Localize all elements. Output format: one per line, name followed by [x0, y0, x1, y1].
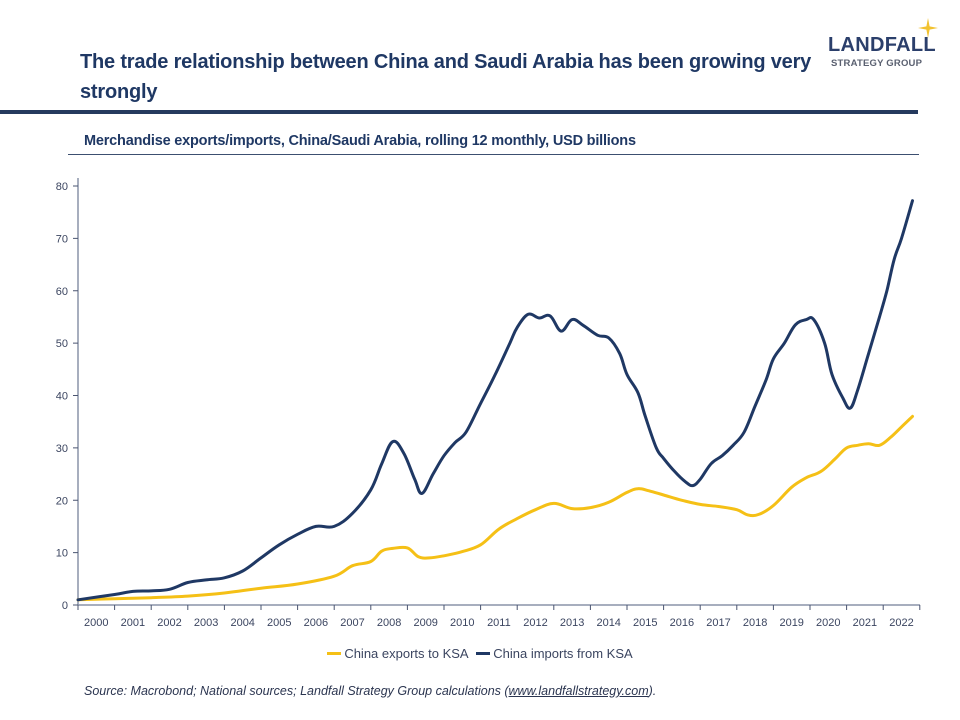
x-tick-label: 2018 [743, 617, 767, 629]
landfall-logo: LANDFALL STRATEGY GROUP [826, 18, 946, 78]
x-tick-label: 2004 [230, 617, 254, 629]
x-tick-label: 2011 [487, 617, 511, 629]
y-tick-label: 0 [62, 600, 68, 612]
exports-line [76, 414, 914, 602]
logo-tagline: STRATEGY GROUP [831, 58, 923, 69]
x-tick-label: 2015 [633, 617, 657, 629]
page-title: The trade relationship between China and… [80, 51, 812, 103]
source-link[interactable]: www.landfallstrategy.com [508, 684, 649, 698]
imports-line [76, 199, 914, 602]
y-tick-label: 70 [56, 233, 68, 245]
logo-name: LANDFALL [828, 34, 936, 56]
x-tick-label: 2000 [84, 617, 108, 629]
source-suffix: ). [648, 684, 657, 698]
x-tick-label: 2010 [450, 617, 474, 629]
x-tick-label: 2013 [560, 617, 584, 629]
series-layer [76, 199, 914, 602]
legend: China exports to KSA China imports from … [0, 646, 960, 661]
x-tick-label: 2016 [670, 617, 694, 629]
y-tick-label: 40 [56, 391, 68, 403]
x-tick-label: 2017 [706, 617, 730, 629]
header-divider [0, 110, 918, 114]
y-tick-label: 10 [56, 548, 68, 560]
legend-swatch-imports [476, 652, 491, 656]
y-tick-label: 30 [56, 443, 68, 455]
legend-swatch-exports [327, 652, 342, 656]
source-text: Source: Macrobond; National sources; Lan… [84, 684, 509, 698]
x-tick-label: 2021 [853, 617, 877, 629]
chart-title: Merchandise exports/imports, China/Saudi… [84, 133, 636, 149]
x-tick-label: 2020 [816, 617, 840, 629]
x-axis: 2000 2001 2002 2003 2004 2005 2006 2007 2008 2009… [77, 604, 921, 629]
x-tick-label: 2007 [340, 617, 364, 629]
legend-item-exports: China exports to KSA [327, 646, 469, 661]
legend-item-imports: China imports from KSA [476, 646, 633, 661]
y-tick-label: 20 [56, 495, 68, 507]
source-note: Source: Macrobond; National sources; Lan… [84, 684, 656, 698]
x-tick-label: 2009 [413, 617, 437, 629]
legend-label-exports: China exports to KSA [344, 646, 469, 661]
x-tick-label: 2003 [194, 617, 218, 629]
x-tick-label: 2006 [304, 617, 328, 629]
x-tick-label: 2002 [157, 617, 181, 629]
star-icon [918, 18, 938, 38]
x-tick-label: 2022 [889, 617, 913, 629]
x-tick-label: 2019 [779, 617, 803, 629]
x-tick-label: 2001 [121, 617, 145, 629]
x-tick-label: 2008 [377, 617, 401, 629]
y-tick-label: 80 [56, 181, 68, 193]
y-axis: 0 10 20 30 40 50 60 70 80 [56, 178, 79, 612]
x-tick-label: 2014 [596, 617, 620, 629]
x-tick-label: 2012 [523, 617, 547, 629]
y-tick-label: 60 [56, 286, 68, 298]
legend-label-imports: China imports from KSA [493, 646, 633, 661]
chart-title-underline [68, 154, 919, 155]
x-tick-label: 2005 [267, 617, 291, 629]
y-tick-label: 50 [56, 338, 68, 350]
